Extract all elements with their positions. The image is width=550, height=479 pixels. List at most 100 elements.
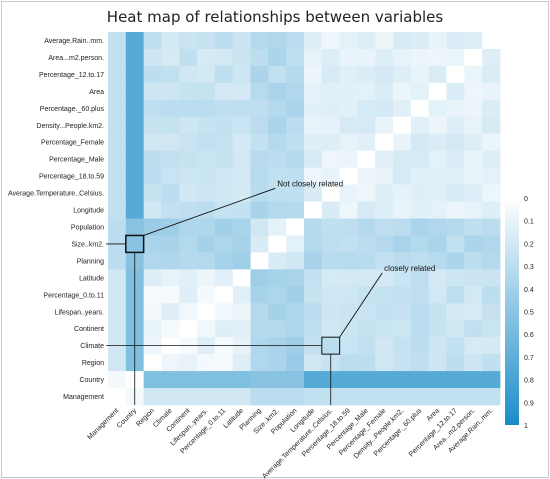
heatmap-cell <box>321 150 341 169</box>
annotation-label: Not closely related <box>277 179 343 188</box>
heatmap-cell <box>268 320 287 338</box>
heatmap-cell <box>321 65 341 84</box>
heatmap-cell <box>250 354 269 372</box>
heatmap-cell <box>321 82 341 101</box>
heatmap-cell <box>286 48 305 67</box>
heatmap-cell <box>268 82 287 101</box>
row-label: Average.Temperature..Celsius. <box>8 191 104 198</box>
heatmap-cell <box>464 286 483 304</box>
heatmap-cell <box>161 48 180 67</box>
heatmap-cell <box>446 337 465 355</box>
heatmap-cell <box>321 99 341 118</box>
heatmap-cell <box>179 184 198 202</box>
heatmap-cell <box>214 252 234 270</box>
row-label: Percentage_Male <box>49 157 104 164</box>
heatmap-cell <box>179 320 198 338</box>
heatmap-cell <box>446 201 465 219</box>
heatmap-cell <box>446 252 465 270</box>
heatmap-cell <box>108 252 127 270</box>
heatmap-cell <box>357 286 376 304</box>
heatmap-cell <box>375 82 394 101</box>
heatmap-cell <box>161 99 180 118</box>
heatmap-cell <box>161 82 180 101</box>
heatmap-cell <box>482 252 501 270</box>
heatmap-cell <box>482 184 501 202</box>
heatmap-cell <box>286 252 305 270</box>
heatmap-cell <box>410 82 430 101</box>
heatmap-cell <box>339 218 358 236</box>
row-label: Percentage_0.to.11 <box>43 292 104 299</box>
heatmap-cell <box>357 388 376 406</box>
heatmap-cell <box>232 303 251 321</box>
heatmap-cell <box>428 184 447 202</box>
heatmap-cell <box>161 133 180 152</box>
heatmap-cell <box>108 218 127 236</box>
heatmap-cell <box>482 371 501 389</box>
heatmap-cell <box>393 133 412 152</box>
heatmap-cell <box>214 99 234 118</box>
row-label: Continent <box>74 326 104 333</box>
heatmap-cell <box>482 201 501 219</box>
heatmap-cell <box>143 150 162 169</box>
heatmap-cell <box>393 354 412 372</box>
heatmap-cell <box>232 252 251 270</box>
heatmap-cell <box>286 286 305 304</box>
heatmap-cell <box>446 184 465 202</box>
heatmap-cell <box>286 303 305 321</box>
heatmap-cell <box>482 303 501 321</box>
heatmap-cell <box>250 65 269 84</box>
heatmap-cell <box>250 150 269 169</box>
heatmap-cell <box>464 82 483 101</box>
heatmap-cell <box>286 82 305 101</box>
heatmap-cell <box>232 48 251 67</box>
heatmap-cell <box>179 371 198 389</box>
heatmap-cell <box>410 286 430 304</box>
heatmap-cell <box>125 201 145 219</box>
heatmap-cell <box>321 32 341 50</box>
annotation-label: closely related <box>384 264 435 273</box>
heatmap-cell <box>357 252 376 270</box>
heatmap-cell <box>464 184 483 202</box>
heatmap-cell <box>464 320 483 338</box>
heatmap-cell <box>125 167 145 185</box>
heatmap-cell <box>232 286 251 304</box>
heatmap-cell <box>375 133 394 152</box>
heatmap-cell <box>393 303 412 321</box>
heatmap-cell <box>464 48 483 67</box>
heatmap-cell <box>482 133 501 152</box>
heatmap-cell <box>482 337 501 355</box>
row-label: Average.Rain..mm. <box>44 38 104 45</box>
heatmap-cell <box>357 65 376 84</box>
column-label: Country <box>116 407 139 430</box>
heatmap-cell <box>268 99 287 118</box>
heatmap-cell <box>214 286 234 304</box>
heatmap-cell <box>143 269 162 287</box>
heatmap-cell <box>375 354 394 372</box>
heatmap-cell <box>161 235 180 253</box>
heatmap-cell <box>108 48 127 67</box>
heatmap-cell <box>482 48 501 67</box>
heatmap-cell <box>464 388 483 406</box>
heatmap-cell <box>339 235 358 253</box>
heatmap-cell <box>304 235 323 253</box>
colorbar-tick-label: 0.8 <box>524 378 534 385</box>
heatmap-cell <box>428 371 447 389</box>
heatmap-cell <box>250 269 269 287</box>
heatmap-cell <box>125 150 145 169</box>
heatmap-cell <box>393 65 412 84</box>
heatmap-cell <box>393 184 412 202</box>
heatmap-cell <box>357 201 376 219</box>
heatmap-cell <box>232 269 251 287</box>
heatmap-cell <box>125 116 145 135</box>
heatmap-cell <box>197 235 216 253</box>
heatmap-cell <box>268 32 287 50</box>
heatmap-cell <box>304 269 323 287</box>
heatmap-cell <box>179 218 198 236</box>
heatmap-cell <box>232 388 251 406</box>
heatmap-cell <box>375 218 394 236</box>
heatmap-cell <box>339 32 358 50</box>
row-label: Percentage_Female <box>41 140 104 147</box>
heatmap-cell <box>143 167 162 185</box>
heatmap-cell <box>250 32 269 50</box>
heatmap-cell <box>125 32 145 50</box>
